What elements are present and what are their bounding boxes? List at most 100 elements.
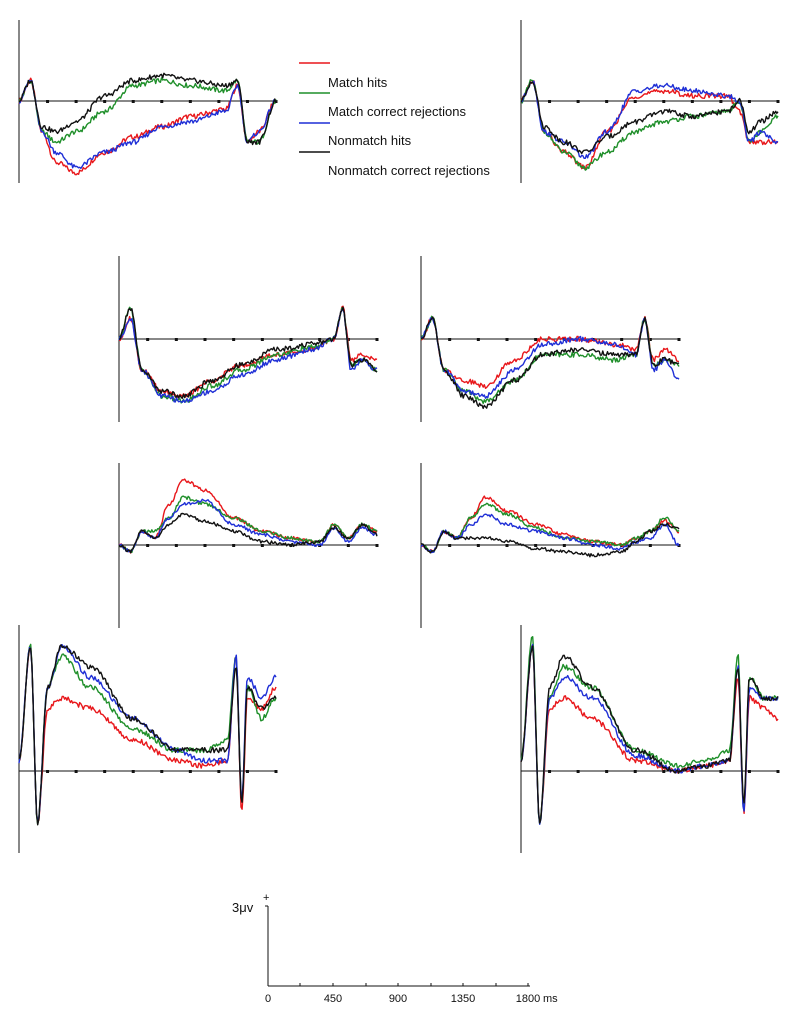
erp-trace [520,80,779,160]
legend-label-nonmatch-hits: Nonmatch hits [328,133,412,148]
erp-baseline-tick [131,770,135,773]
erp-baseline-tick [245,770,249,773]
scale-tick-label-1800: 1800 [516,993,540,1005]
erp-baseline-tick [690,770,694,773]
erp-baseline-tick [146,338,150,341]
erp-baseline-tick [232,544,236,547]
erp-baseline-tick [605,770,609,773]
scale-ticks [265,905,529,986]
erp-baseline-tick [633,770,637,773]
scale-bar: + 3μv 0 450 900 1350 1800 ms [232,892,558,1005]
erp-trace [420,502,680,553]
erp-baseline-tick [74,100,78,103]
erp-baseline-tick [562,544,566,547]
erp-baseline-tick [662,100,666,103]
erp-panel-top-left [18,20,278,183]
erp-baseline-tick [476,544,480,547]
scale-tick-label-450: 450 [324,993,342,1005]
erp-baseline-tick [719,770,723,773]
scale-tick-label-900: 900 [389,993,407,1005]
erp-trace [18,77,277,176]
erp-baseline-tick [318,338,322,341]
erp-baseline-tick [776,770,780,773]
erp-trace [420,495,679,553]
erp-baseline-tick [576,100,580,103]
erp-baseline-tick [74,770,78,773]
erp-baseline-tick [274,770,278,773]
erp-baseline-tick [232,338,236,341]
erp-baseline-tick [648,544,652,547]
erp-baseline-tick [448,544,452,547]
erp-panel-bottom-right [520,625,780,853]
erp-panel-middle-lower-right [420,463,681,628]
erp-baseline-tick [46,100,50,103]
erp-baseline-tick [203,338,207,341]
erp-trace [420,317,680,399]
legend-label-match-hits: Match hits [328,75,388,90]
erp-trace [118,495,378,553]
erp-baseline-tick [662,770,666,773]
legend-label-nonmatch-correct-rejections: Nonmatch correct rejections [328,163,490,178]
erp-baseline-tick [131,100,135,103]
scale-tick-label-0: 0 [265,993,271,1005]
erp-trace [118,306,378,399]
erp-baseline-tick [633,100,637,103]
erp-panel-middle-upper-right [420,256,681,422]
erp-trace [520,81,779,155]
erp-baseline-tick [260,544,264,547]
erp-baseline-tick [648,338,652,341]
erp-trace [420,315,680,389]
erp-baseline-tick [174,338,178,341]
erp-baseline-tick [747,770,751,773]
erp-panel-bottom-left [18,625,278,853]
erp-trace [420,315,680,405]
erp-baseline-tick [448,338,452,341]
erp-baseline-tick [505,544,509,547]
scale-unit-label: ms [543,993,558,1005]
erp-baseline-tick [375,338,379,341]
erp-baseline-tick [289,338,293,341]
legend: Match hits Match correct rejections Nonm… [299,62,490,178]
erp-trace [18,644,277,822]
erp-baseline-tick [505,338,509,341]
scale-amplitude-label: 3μv [232,900,254,915]
erp-baseline-tick [146,544,150,547]
erp-baseline-tick [103,100,107,103]
erp-trace [118,478,378,554]
erp-baseline-tick [160,100,164,103]
erp-baseline-tick [534,544,538,547]
erp-baseline-tick [690,100,694,103]
erp-trace [118,512,378,554]
erp-baseline-tick [103,770,107,773]
erp-baseline-tick [188,770,192,773]
erp-panel-middle-upper-left [118,256,379,422]
erp-baseline-tick [747,100,751,103]
erp-baseline-tick [375,544,379,547]
erp-baseline-tick [217,770,221,773]
erp-trace [18,644,277,826]
legend-label-match-correct-rejections: Match correct rejections [328,104,466,119]
erp-baseline-tick [620,338,624,341]
erp-panel-top-right [520,20,780,183]
erp-baseline-tick [260,338,264,341]
erp-trace [420,513,680,554]
erp-baseline-tick [174,544,178,547]
scale-polarity-label: + [263,892,269,904]
erp-baseline-tick [576,770,580,773]
erp-baseline-tick [203,544,207,547]
erp-trace [18,72,277,146]
erp-baseline-tick [677,338,681,341]
erp-trace [420,316,680,410]
erp-panel-middle-lower-left [118,463,379,628]
erp-baseline-tick [346,544,350,547]
erp-baseline-tick [160,770,164,773]
erp-trace [520,645,779,824]
erp-baseline-tick [534,338,538,341]
erp-trace [420,522,680,558]
erp-panels [18,20,780,853]
scale-tick-label-1350: 1350 [451,993,475,1005]
erp-baseline-tick [719,100,723,103]
erp-trace [18,79,277,170]
erp-baseline-tick [188,100,192,103]
